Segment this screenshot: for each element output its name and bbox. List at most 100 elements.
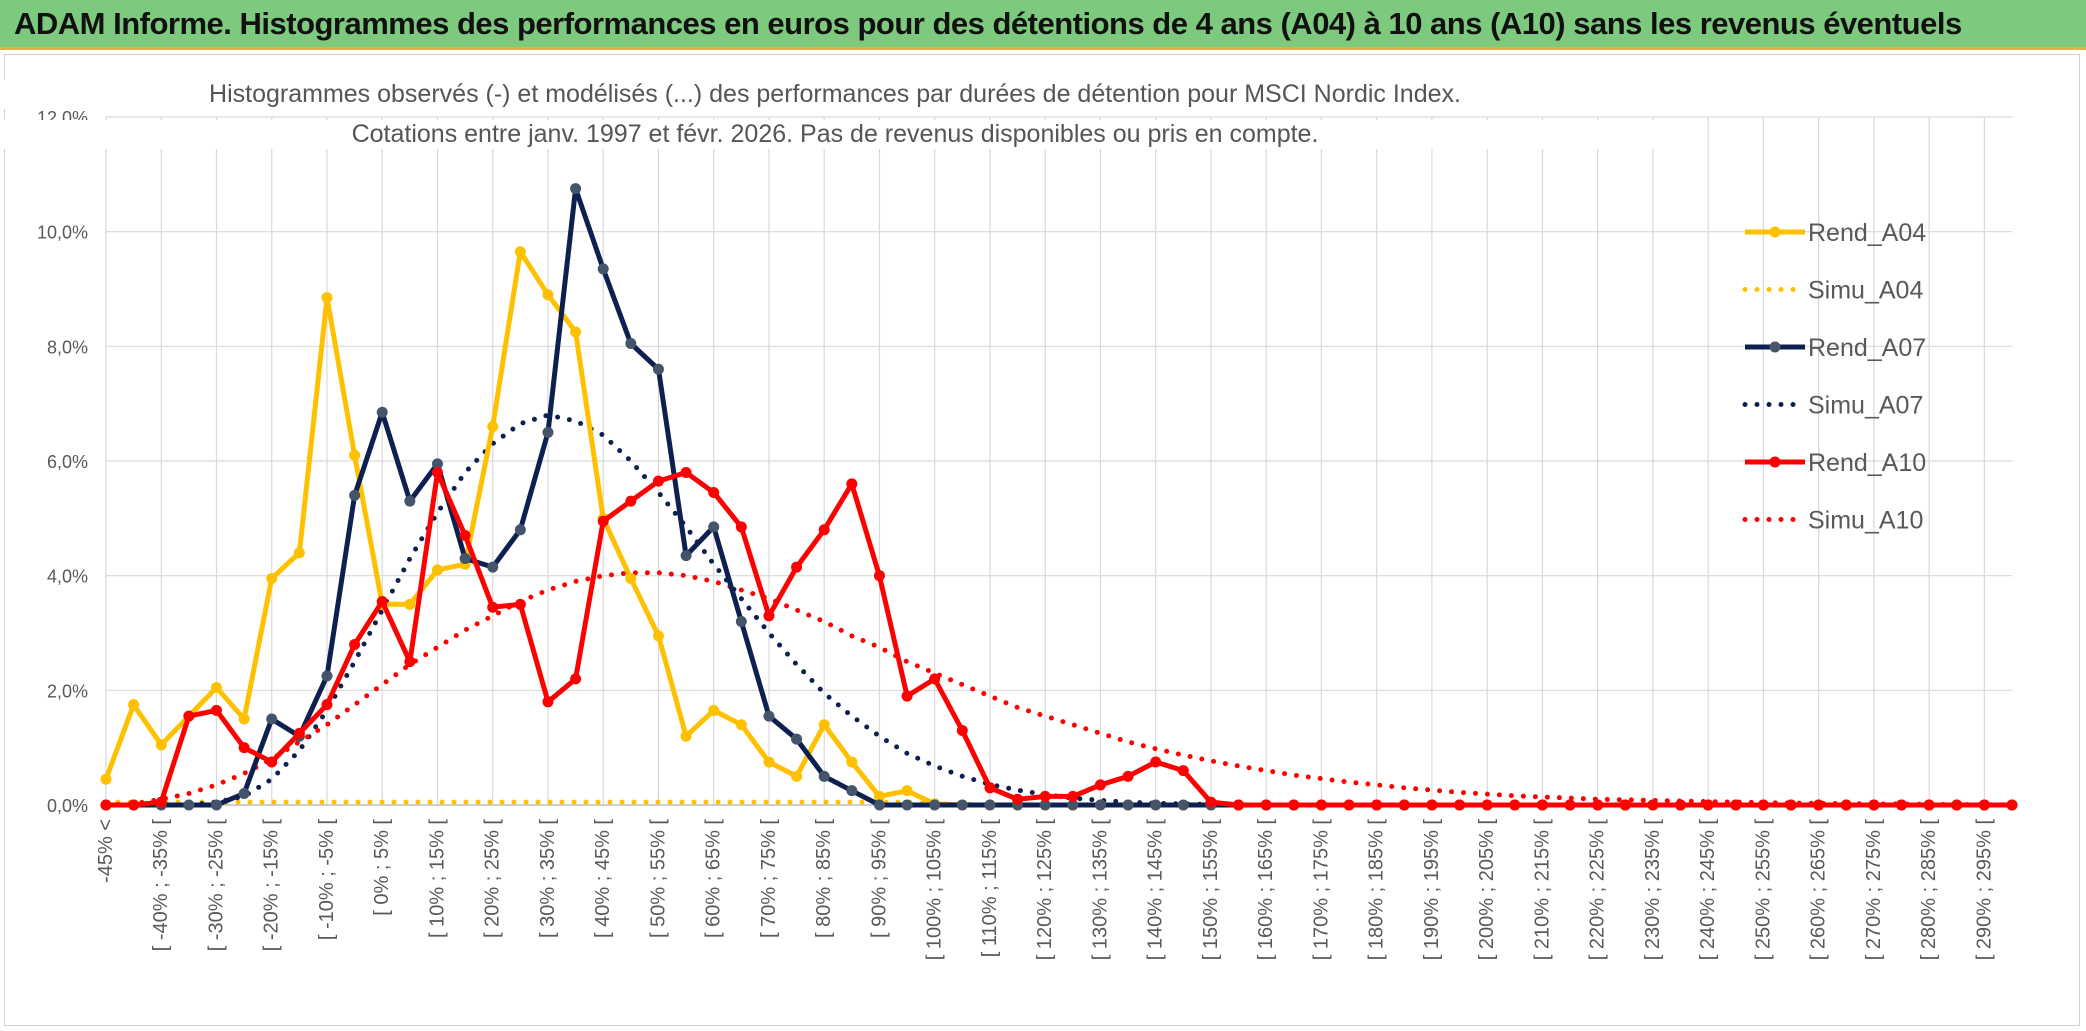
data-point-rend_a10 bbox=[1315, 799, 1327, 811]
data-point-rend_a04 bbox=[404, 598, 416, 610]
data-point-rend_a07 bbox=[791, 733, 803, 745]
data-point-rend_a10 bbox=[210, 704, 222, 716]
data-point-rend_a10 bbox=[708, 487, 720, 499]
legend-label-simu_a07: Simu_A07 bbox=[1808, 392, 1923, 420]
y-tick-label: 6,0% bbox=[47, 452, 88, 472]
data-point-rend_a04 bbox=[487, 421, 499, 433]
data-point-rend_a04 bbox=[542, 289, 554, 301]
data-point-rend_a10 bbox=[846, 478, 858, 490]
data-point-rend_a10 bbox=[1785, 799, 1797, 811]
y-tick-label: 2,0% bbox=[47, 681, 88, 701]
data-point-rend_a10 bbox=[1205, 796, 1217, 808]
data-point-rend_a10 bbox=[1094, 779, 1106, 791]
x-tick-label: [ 70% ; 75% [ bbox=[758, 819, 780, 938]
data-point-rend_a10 bbox=[1675, 799, 1687, 811]
data-point-rend_a10 bbox=[1122, 770, 1134, 782]
data-point-rend_a07 bbox=[570, 183, 582, 195]
x-tick-label: [ 110% ; 115% [ bbox=[979, 819, 1001, 958]
data-point-rend_a07 bbox=[984, 799, 996, 811]
x-tick-label: [ 0% ; 5% [ bbox=[371, 819, 393, 916]
data-point-rend_a10 bbox=[1840, 799, 1852, 811]
data-point-rend_a04 bbox=[708, 704, 720, 716]
data-point-rend_a04 bbox=[321, 292, 333, 304]
y-tick-label: 4,0% bbox=[47, 567, 88, 587]
data-point-rend_a04 bbox=[873, 790, 885, 802]
x-tick-label: [ 140% ; 145% [ bbox=[1145, 819, 1167, 961]
x-tick-label: [ 290% ; 295% [ bbox=[1973, 819, 1995, 961]
data-point-rend_a04 bbox=[431, 564, 443, 576]
x-tick-label: [ 10% ; 15% [ bbox=[426, 819, 448, 938]
x-tick-label: [ 160% ; 165% [ bbox=[1255, 819, 1277, 961]
x-tick-label: [ -20% ; -15% [ bbox=[261, 819, 283, 952]
data-point-rend_a07 bbox=[183, 799, 195, 811]
data-point-rend_a10 bbox=[1454, 799, 1466, 811]
data-point-rend_a04 bbox=[652, 630, 664, 642]
x-tick-label: [ 230% ; 235% [ bbox=[1642, 819, 1664, 961]
data-point-rend_a10 bbox=[183, 710, 195, 722]
report-title: ADAM Informe. Histogrammes des performan… bbox=[14, 6, 1962, 41]
data-point-rend_a04 bbox=[238, 713, 250, 725]
data-point-rend_a07 bbox=[680, 550, 692, 562]
data-point-rend_a10 bbox=[514, 598, 526, 610]
x-tick-label: [ 40% ; 45% [ bbox=[592, 819, 614, 938]
data-point-rend_a10 bbox=[1951, 799, 1963, 811]
data-point-rend_a10 bbox=[680, 466, 692, 478]
data-point-rend_a07 bbox=[349, 489, 361, 501]
x-tick-label: [ 100% ; 105% [ bbox=[924, 819, 946, 961]
data-point-rend_a10 bbox=[1619, 799, 1631, 811]
y-tick-label: 0,0% bbox=[47, 796, 88, 816]
data-point-rend_a10 bbox=[487, 601, 499, 613]
data-point-rend_a10 bbox=[1288, 799, 1300, 811]
x-tick-label: [ 120% ; 125% [ bbox=[1034, 819, 1056, 961]
data-point-rend_a07 bbox=[1150, 799, 1162, 811]
data-point-rend_a07 bbox=[1039, 799, 1051, 811]
data-point-rend_a10 bbox=[929, 673, 941, 685]
x-tick-label: [ 220% ; 225% [ bbox=[1587, 819, 1609, 961]
report-banner: ADAM Informe. Histogrammes des performan… bbox=[0, 0, 2086, 50]
data-point-rend_a07 bbox=[901, 799, 913, 811]
data-point-rend_a07 bbox=[376, 406, 388, 418]
legend-marker-rend_a07 bbox=[1769, 341, 1781, 353]
legend-label-simu_a10: Simu_A10 bbox=[1808, 507, 1923, 535]
data-point-rend_a10 bbox=[1012, 793, 1024, 805]
x-tick-label: [ 200% ; 205% [ bbox=[1476, 819, 1498, 961]
data-point-rend_a10 bbox=[431, 466, 443, 478]
data-point-rend_a10 bbox=[625, 495, 637, 507]
data-point-rend_a10 bbox=[1398, 799, 1410, 811]
data-point-rend_a10 bbox=[266, 756, 278, 768]
x-tick-label: [ 50% ; 55% [ bbox=[647, 819, 669, 938]
data-point-rend_a04 bbox=[735, 719, 747, 731]
data-point-rend_a10 bbox=[1757, 799, 1769, 811]
data-point-rend_a04 bbox=[514, 246, 526, 258]
data-point-rend_a04 bbox=[128, 699, 140, 711]
data-point-rend_a07 bbox=[1122, 799, 1134, 811]
data-point-rend_a07 bbox=[459, 552, 471, 564]
data-point-rend_a04 bbox=[293, 547, 305, 559]
data-point-rend_a10 bbox=[321, 699, 333, 711]
data-point-rend_a04 bbox=[155, 739, 167, 751]
data-point-rend_a10 bbox=[349, 638, 361, 650]
data-point-rend_a04 bbox=[570, 326, 582, 338]
data-point-rend_a10 bbox=[901, 690, 913, 702]
x-tick-label: [ 280% ; 285% [ bbox=[1918, 819, 1940, 961]
data-point-rend_a04 bbox=[349, 449, 361, 461]
data-point-rend_a04 bbox=[625, 573, 637, 585]
data-point-rend_a04 bbox=[266, 573, 278, 585]
y-tick-label: 8,0% bbox=[47, 337, 88, 357]
series-line-rend_a07 bbox=[106, 186, 2012, 808]
data-point-rend_a04 bbox=[901, 785, 913, 797]
series-line-rend_a04 bbox=[103, 249, 2012, 808]
x-tick-label: [ 210% ; 215% [ bbox=[1531, 819, 1553, 961]
x-tick-label: [ 260% ; 265% [ bbox=[1808, 819, 1830, 961]
data-point-rend_a04 bbox=[846, 756, 858, 768]
data-point-rend_a10 bbox=[1177, 765, 1189, 777]
data-point-rend_a10 bbox=[818, 524, 830, 536]
data-point-rend_a10 bbox=[1813, 799, 1825, 811]
data-point-rend_a07 bbox=[487, 561, 499, 573]
data-point-rend_a04 bbox=[791, 770, 803, 782]
x-tick-label: [ 20% ; 25% [ bbox=[482, 819, 504, 938]
x-tick-label: [ 250% ; 255% [ bbox=[1752, 819, 1774, 961]
data-point-rend_a10 bbox=[597, 515, 609, 527]
data-point-rend_a10 bbox=[1150, 756, 1162, 768]
